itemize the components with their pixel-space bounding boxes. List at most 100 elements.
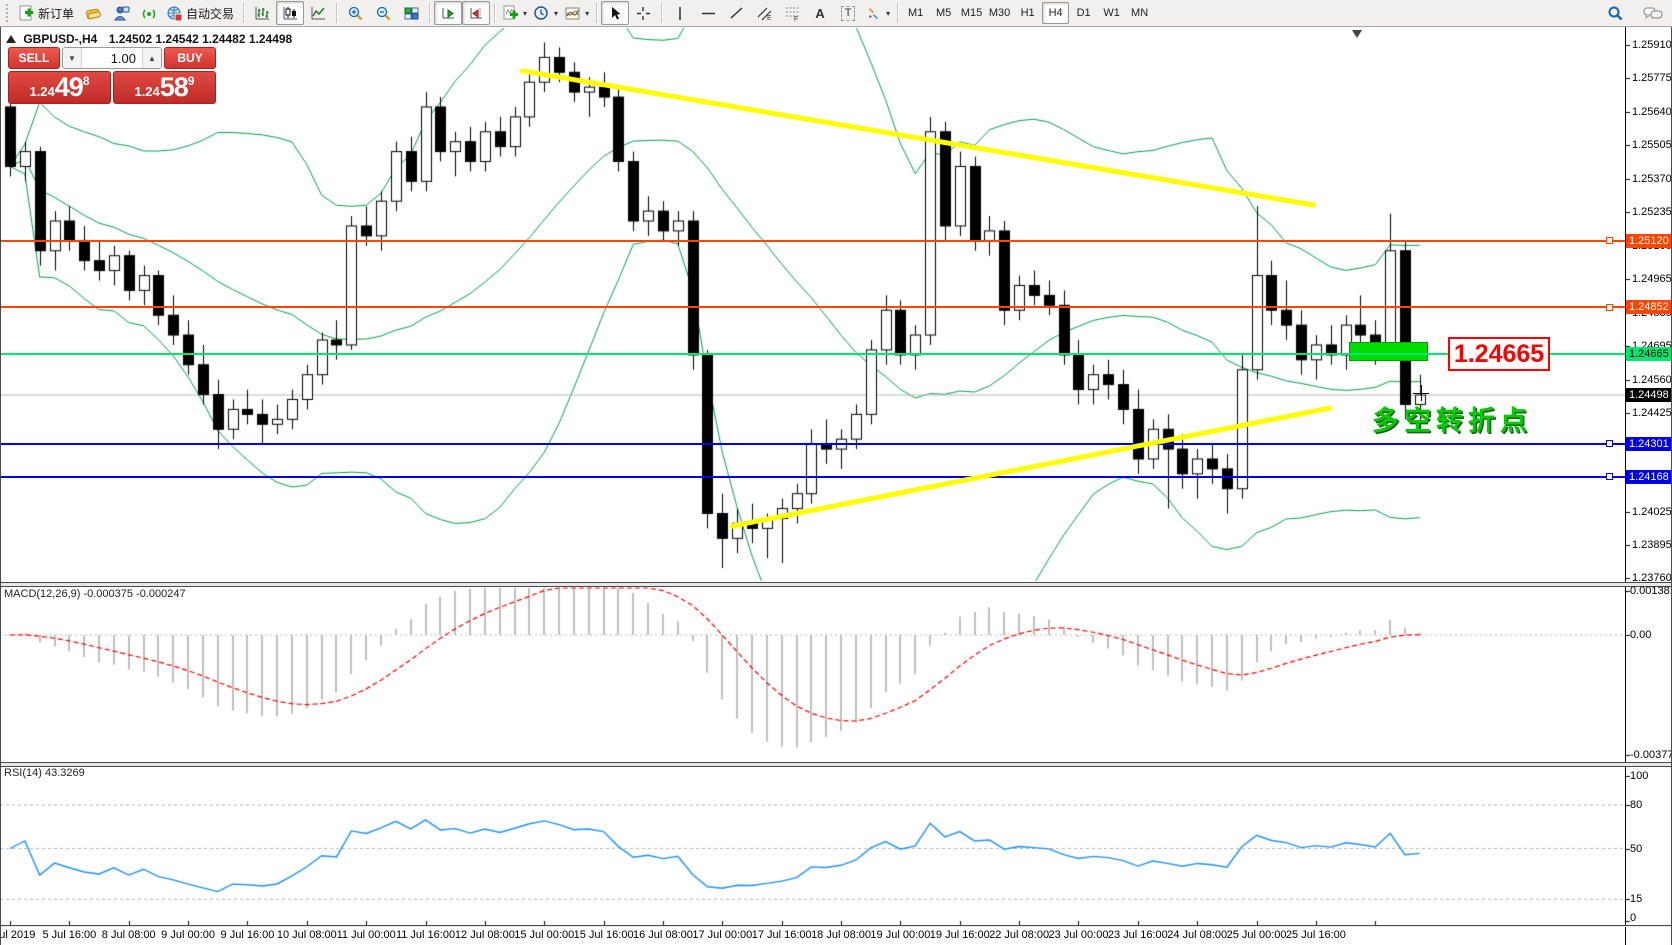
pivot-annotation-text[interactable]: 多空转折点 xyxy=(1372,406,1532,436)
volume-increase-button[interactable]: ▲ xyxy=(142,48,161,68)
price-axis-tick: 1.25775 xyxy=(1632,72,1672,85)
sell-price-display[interactable]: 1.24 49 8 xyxy=(8,71,111,104)
price-axis-tick: 1.25505 xyxy=(1632,139,1672,152)
horizontal-line-button[interactable] xyxy=(694,1,722,25)
timeframe-d1-button[interactable]: D1 xyxy=(1076,7,1091,19)
price-axis-tick: 1.25910 xyxy=(1632,39,1672,51)
timeframe-m1-button[interactable]: M1 xyxy=(907,7,924,19)
time-axis-label: 15 Jul 16:00 xyxy=(573,929,634,941)
publisher-button[interactable] xyxy=(107,1,135,25)
timeframe-h1-button[interactable]: H1 xyxy=(1020,7,1035,19)
timeframe-w1-button[interactable]: W1 xyxy=(1103,7,1120,19)
chart-shift-icon xyxy=(468,5,485,22)
hline-handle[interactable] xyxy=(1606,473,1613,481)
toolbar-grip[interactable] xyxy=(6,4,12,22)
autotrading-button[interactable]: 自动交易 xyxy=(163,1,239,25)
cursor-button[interactable] xyxy=(601,1,630,25)
signals-button[interactable] xyxy=(135,1,163,25)
timeframe-m30-button[interactable]: M30 xyxy=(988,7,1011,19)
vertical-line-icon xyxy=(672,5,689,22)
sell-button[interactable]: SELL xyxy=(8,47,60,69)
trendline-2[interactable] xyxy=(729,405,1333,530)
hline-1.24665[interactable] xyxy=(0,352,1625,355)
bar-chart-button[interactable] xyxy=(248,1,276,25)
hline-handle[interactable] xyxy=(1606,303,1613,311)
chart-shift-button[interactable] xyxy=(462,1,491,25)
svg-text:F: F xyxy=(794,16,798,22)
time-axis-label: 15 Jul 00:00 xyxy=(514,929,575,941)
timeframe-m5-button[interactable]: M5 xyxy=(935,7,952,19)
trendline-icon xyxy=(728,5,745,22)
timeframe-m15-button[interactable]: M15 xyxy=(960,7,983,19)
new-order-button[interactable]: 新订单 xyxy=(15,1,79,25)
buy-price-display[interactable]: 1.24 58 9 xyxy=(113,71,216,104)
chart-title: GBPUSD-,H4 1.24502 1.24542 1.24482 1.244… xyxy=(6,32,292,46)
time-axis-label: 5 Jul 16:00 xyxy=(42,929,97,941)
chat-icon xyxy=(1643,5,1663,22)
auto-scroll-button[interactable] xyxy=(434,1,463,25)
rsi-pane-splitter[interactable] xyxy=(0,762,1672,767)
macd-pane-splitter[interactable] xyxy=(0,582,1672,587)
line-chart-button[interactable] xyxy=(304,1,332,25)
zoom-out-button[interactable] xyxy=(369,1,397,25)
timeframe-h4-button[interactable]: H4 xyxy=(1042,2,1070,24)
buy-price-small: 1.24 xyxy=(134,84,160,99)
text-label-button[interactable]: T xyxy=(834,1,862,25)
arrows-button[interactable]: ▾ xyxy=(862,1,893,25)
hline-price-label: 1.25120 xyxy=(1626,233,1672,248)
hline-handle[interactable] xyxy=(1606,237,1613,245)
hline-handle[interactable] xyxy=(1606,440,1613,448)
templates-caret-icon: ▾ xyxy=(585,8,590,18)
text-label-t-icon: T xyxy=(840,5,856,21)
toolbar-separator xyxy=(494,3,496,23)
price-axis-tick: 1.23760 xyxy=(1632,571,1672,584)
chart-shift-marker[interactable] xyxy=(1352,30,1362,38)
hline-1.24301[interactable] xyxy=(0,442,1625,445)
hline-1.24852[interactable] xyxy=(0,306,1625,309)
hline-1.25120[interactable] xyxy=(0,239,1625,242)
volume-decrease-button[interactable]: ▼ xyxy=(63,48,82,68)
time-axis-label: 11 Jul 16:00 xyxy=(395,929,456,941)
fibonacci-icon: F xyxy=(784,5,801,22)
zoom-in-button[interactable] xyxy=(341,1,369,25)
time-axis-label: 8 Jul 08:00 xyxy=(101,929,156,941)
hline-price-label: 1.24168 xyxy=(1626,469,1672,484)
crosshair-button[interactable] xyxy=(629,1,657,25)
hline-price-label: 1.24852 xyxy=(1626,300,1672,315)
main-toolbar: 新订单 自动交易 xyxy=(0,0,1672,27)
line-chart-icon xyxy=(310,5,327,22)
chat-button[interactable] xyxy=(1639,1,1667,25)
tile-windows-button[interactable] xyxy=(397,1,425,25)
equidistant-channel-button[interactable]: E xyxy=(750,1,778,25)
trendline-1[interactable] xyxy=(520,67,1317,208)
search-button[interactable] xyxy=(1601,1,1629,25)
candle-chart-button[interactable] xyxy=(276,1,305,25)
timeframe-mn-button[interactable]: MN xyxy=(1131,7,1149,19)
trendline-button[interactable] xyxy=(722,1,750,25)
market-watch-button[interactable] xyxy=(79,1,107,25)
rsi-axis-tick: 50 xyxy=(1630,842,1643,855)
periods-button[interactable]: ▾ xyxy=(530,1,561,25)
fibonacci-button[interactable]: F xyxy=(778,1,806,25)
hline-1.24168[interactable] xyxy=(0,475,1625,478)
volume-value[interactable]: 1.00 xyxy=(110,50,136,66)
highlight-rectangle[interactable] xyxy=(1348,341,1428,362)
new-order-icon xyxy=(18,5,35,22)
time-axis-label: 19 Jul 16:00 xyxy=(929,929,990,941)
time-axis-label: 12 Jul 08:00 xyxy=(454,929,515,941)
indicators-caret-icon: ▾ xyxy=(523,8,528,18)
auto-scroll-icon xyxy=(440,5,457,22)
rsi-axis-tick: 0 xyxy=(1630,912,1637,924)
equidistant-channel-icon: E xyxy=(756,5,773,22)
buy-button[interactable]: BUY xyxy=(164,47,216,69)
toolbar-separator xyxy=(336,3,338,23)
hline-price-label: 1.24665 xyxy=(1626,346,1672,361)
vertical-line-button[interactable] xyxy=(666,1,694,25)
text-button[interactable]: A xyxy=(806,1,834,25)
price-callout-label[interactable]: 1.24665 xyxy=(1448,337,1550,371)
indicators-button[interactable]: ▾ xyxy=(499,1,530,25)
templates-button[interactable]: ▾ xyxy=(561,1,592,25)
macd-indicator-label: MACD(12,26,9) -0.000375 -0.000247 xyxy=(4,588,186,600)
